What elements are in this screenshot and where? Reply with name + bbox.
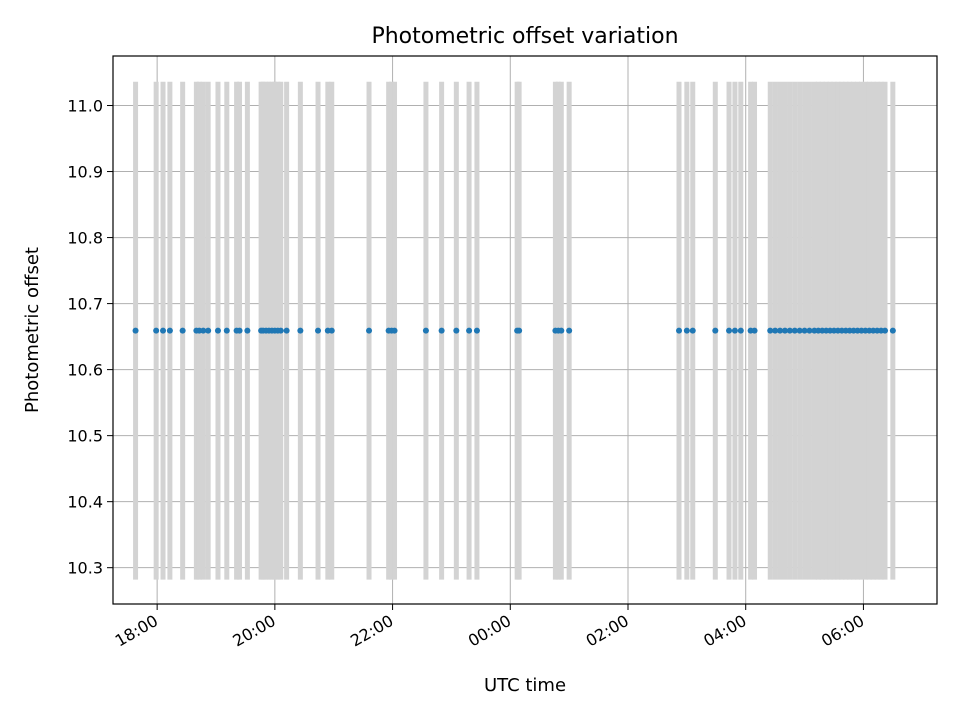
data-point: [889, 327, 896, 334]
data-point: [391, 327, 398, 334]
data-point: [676, 327, 683, 334]
data-point: [683, 327, 690, 334]
data-point: [712, 327, 719, 334]
x-tick-label: 18:00: [112, 611, 161, 651]
data-point: [731, 327, 738, 334]
y-ticks: 10.3 10.4 10.5 10.6 10.7 10.8 10.9 11.0: [67, 97, 113, 578]
data-point: [737, 327, 744, 334]
data-point: [786, 327, 793, 334]
x-tick-label: 00:00: [465, 611, 514, 651]
x-ticks: 18:00 20:00 22:00 00:00 02:00 04:00 06:00: [112, 604, 867, 651]
data-point: [205, 327, 212, 334]
data-point: [132, 327, 139, 334]
data-point: [283, 327, 290, 334]
data-point: [277, 327, 284, 334]
data-point: [179, 327, 186, 334]
data-point: [366, 327, 373, 334]
x-tick-label: 04:00: [700, 611, 749, 651]
data-point: [473, 327, 480, 334]
y-tick-label: 10.4: [67, 493, 103, 512]
data-point: [751, 327, 758, 334]
data-point: [453, 327, 460, 334]
data-point: [781, 327, 788, 334]
data-point: [801, 327, 808, 334]
x-tick-label: 02:00: [583, 611, 632, 651]
data-point: [236, 327, 243, 334]
data-point: [328, 327, 335, 334]
y-tick-label: 10.9: [67, 163, 103, 182]
y-tick-label: 10.7: [67, 295, 103, 314]
y-tick-label: 10.5: [67, 427, 103, 446]
data-point: [558, 327, 565, 334]
data-point: [315, 327, 322, 334]
plot-frame: [112, 55, 938, 605]
x-tick-label: 22:00: [347, 611, 396, 651]
data-point: [796, 327, 803, 334]
data-point: [244, 327, 251, 334]
y-tick-label: 11.0: [67, 97, 103, 116]
y-tick-label: 10.8: [67, 229, 103, 248]
data-point: [516, 327, 523, 334]
x-axis-label: UTC time: [484, 675, 566, 696]
data-point: [438, 327, 445, 334]
data-points: [132, 327, 896, 334]
y-axis-label: Photometric offset: [22, 247, 43, 413]
data-point: [200, 327, 207, 334]
data-point: [153, 327, 160, 334]
data-point: [726, 327, 733, 334]
data-point: [214, 327, 221, 334]
data-point: [422, 327, 429, 334]
data-point: [160, 327, 167, 334]
data-point: [806, 327, 813, 334]
data-point: [882, 327, 889, 334]
y-tick-label: 10.3: [67, 559, 103, 578]
data-point: [772, 327, 779, 334]
y-tick-label: 10.6: [67, 361, 103, 380]
data-point: [767, 327, 774, 334]
data-point: [566, 327, 573, 334]
data-point: [297, 327, 304, 334]
x-tick-label: 06:00: [818, 611, 867, 651]
data-point: [166, 327, 173, 334]
x-tick-label: 20:00: [229, 611, 278, 651]
data-point: [466, 327, 473, 334]
data-point: [777, 327, 784, 334]
data-point: [223, 327, 230, 334]
data-point: [689, 327, 696, 334]
chart-title: Photometric offset variation: [371, 24, 678, 49]
data-point: [791, 327, 798, 334]
